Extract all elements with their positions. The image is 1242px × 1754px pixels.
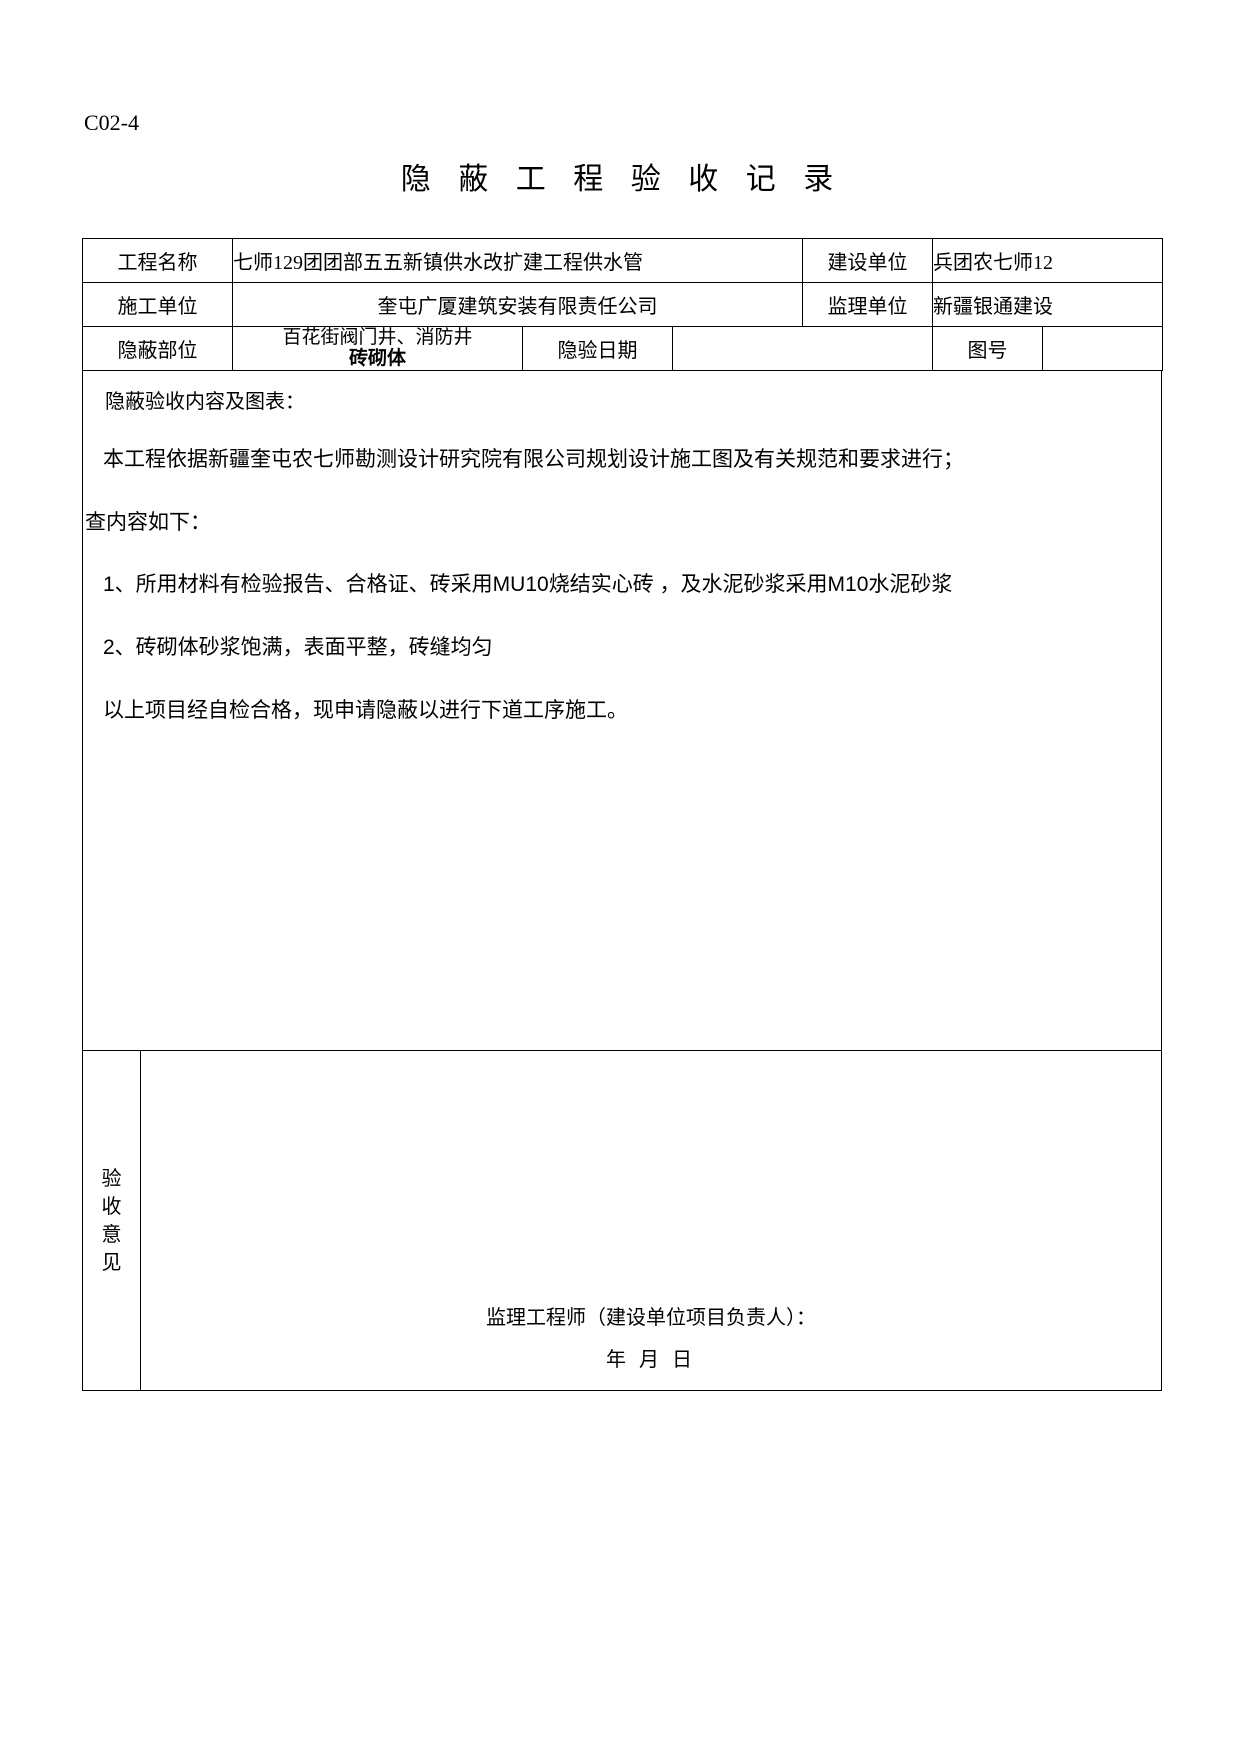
opinion-body: 监理工程师（建设单位项目负责人）： 年 月 日 (141, 1051, 1161, 1390)
value-construct-unit: 奎屯广厦建筑安装有限责任公司 (233, 283, 803, 327)
label-drawing-no: 图号 (933, 327, 1043, 371)
value-drawing-no (1043, 327, 1163, 371)
signer-line: 监理工程师（建设单位项目负责人）： (141, 1301, 1161, 1330)
content-p4: 2、砖砌体砂浆饱满，表面平整，砖缝均匀 (103, 620, 1147, 677)
value-hidden-part: 百花街阀门井、消防井 砖砌体 (233, 327, 523, 371)
doc-code: C02-4 (84, 110, 1162, 136)
opinion-char: 意 (102, 1221, 122, 1249)
table-row: 工程名称 七师129团团部五五新镇供水改扩建工程供水管 建设单位 兵团农七师12 (83, 239, 1163, 283)
hidden-part-line2: 砖砌体 (237, 349, 518, 370)
date-line: 年 月 日 (141, 1343, 1161, 1372)
opinion-char: 收 (102, 1193, 122, 1221)
hidden-part-line1: 百花街阀门井、消防井 (237, 328, 518, 349)
header-table: 工程名称 七师129团团部五五新镇供水改扩建工程供水管 建设单位 兵团农七师12… (82, 238, 1163, 371)
table-row: 施工单位 奎屯广厦建筑安装有限责任公司 监理单位 新疆银通建设 (83, 283, 1163, 327)
content-p2: 查内容如下： (85, 495, 1147, 552)
content-heading: 隐蔽验收内容及图表： (105, 385, 1147, 414)
value-inspect-date (673, 327, 933, 371)
content-p5: 以上项目经自检合格，现申请隐蔽以进行下道工序施工。 (103, 683, 1147, 740)
page-title: 隐 蔽 工 程 验 收 记 录 (82, 154, 1162, 198)
value-supervise-unit: 新疆银通建设 (933, 283, 1163, 327)
label-build-unit: 建设单位 (803, 239, 933, 283)
opinion-char: 见 (102, 1249, 122, 1277)
value-project-name: 七师129团团部五五新镇供水改扩建工程供水管 (233, 239, 803, 283)
content-p1: 本工程依据新疆奎屯农七师勘测设计研究院有限公司规划设计施工图及有关规范和要求进行… (103, 432, 1147, 489)
label-project-name: 工程名称 (83, 239, 233, 283)
content-p3: 1、所用材料有检验报告、合格证、砖采用MU10烧结实心砖 ，及水泥砂浆采用M10… (103, 557, 1147, 614)
opinion-label: 验 收 意 见 (83, 1051, 141, 1390)
label-supervise-unit: 监理单位 (803, 283, 933, 327)
content-box: 隐蔽验收内容及图表： 本工程依据新疆奎屯农七师勘测设计研究院有限公司规划设计施工… (82, 371, 1162, 1051)
label-construct-unit: 施工单位 (83, 283, 233, 327)
value-build-unit: 兵团农七师12 (933, 239, 1163, 283)
opinion-char: 验 (102, 1165, 122, 1193)
document-page: C02-4 隐 蔽 工 程 验 收 记 录 工程名称 七师129团团部五五新镇供… (82, 110, 1162, 1391)
opinion-section: 验 收 意 见 监理工程师（建设单位项目负责人）： 年 月 日 (82, 1051, 1162, 1391)
label-hidden-part: 隐蔽部位 (83, 327, 233, 371)
label-inspect-date: 隐验日期 (523, 327, 673, 371)
table-row: 隐蔽部位 百花街阀门井、消防井 砖砌体 隐验日期 图号 (83, 327, 1163, 371)
